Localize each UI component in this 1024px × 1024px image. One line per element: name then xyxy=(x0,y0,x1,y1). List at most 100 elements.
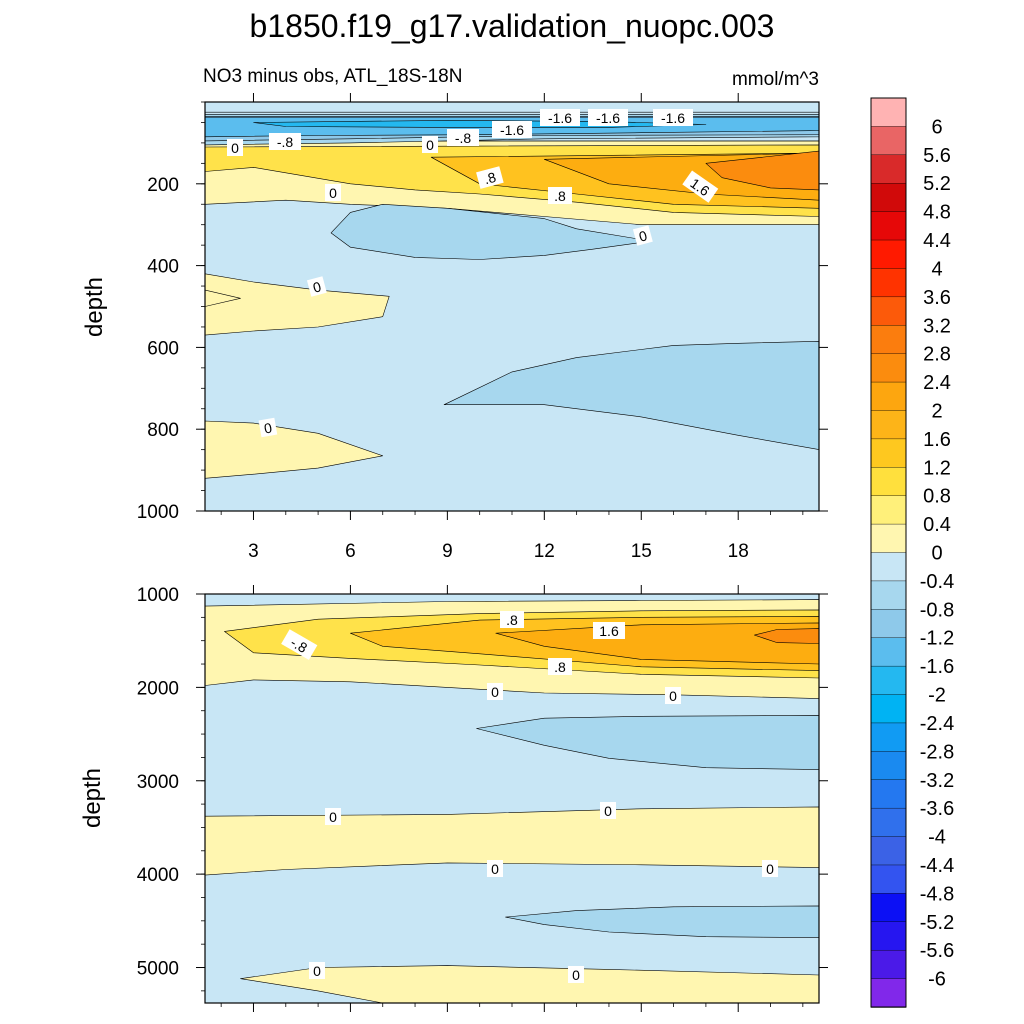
lower-contour-label-9: 0 xyxy=(762,860,778,877)
upper-y-axis-label: depth xyxy=(81,277,108,337)
lower-contour-label-1: -.8 xyxy=(281,629,318,660)
colorbar-level-label: -2.8 xyxy=(920,741,954,763)
colorbar-level-label: -4.8 xyxy=(920,883,954,905)
lower-contour-label-3: .8 xyxy=(548,658,572,675)
upper-contour-label-text: -1.6 xyxy=(548,110,572,126)
colorbar-level-label: 4 xyxy=(931,258,942,280)
upper-contour-label-12: 0 xyxy=(632,225,653,246)
colorbar-swatch xyxy=(870,211,907,241)
colorbar-swatch xyxy=(870,438,907,468)
colorbar-level-label: 4.8 xyxy=(923,202,951,224)
lower-contour-label-0: .8 xyxy=(500,611,524,628)
colorbar-swatch xyxy=(870,523,907,554)
colorbar-level-label: -4 xyxy=(928,827,946,849)
upper-contour-label-1: -.8 xyxy=(269,133,301,150)
lower-contour-label-text: 0 xyxy=(313,963,321,979)
colorbar-swatch xyxy=(870,751,907,781)
colorbar-swatch xyxy=(870,779,907,809)
lower-contour-label-4: 0 xyxy=(487,683,503,700)
colorbar-swatch xyxy=(870,467,907,497)
upper-contour-label-text: .8 xyxy=(554,188,566,204)
lower-y-axis-label: depth xyxy=(79,768,106,828)
colorbar-level-label: 1.6 xyxy=(923,429,951,451)
colorbar-swatch xyxy=(870,268,907,298)
colorbar-level-label: 5.2 xyxy=(923,173,951,195)
lower-contour-label-11: 0 xyxy=(568,966,584,983)
colorbar-swatch xyxy=(870,609,907,639)
colorbar-swatch xyxy=(870,495,907,525)
colorbar-level-label: 0.4 xyxy=(923,514,951,536)
upper-contour-label-text: .8 xyxy=(482,169,498,188)
colorbar-level-label: 0.8 xyxy=(923,486,951,508)
colorbar-level-label: -3.2 xyxy=(920,770,954,792)
colorbar-level-label: 2 xyxy=(931,401,942,423)
colorbar-swatch xyxy=(870,381,907,412)
lower-contour-label-text: -.8 xyxy=(288,634,310,656)
upper-contour-label-13: 0 xyxy=(306,276,327,297)
upper-contour-label-text: 0 xyxy=(329,185,337,201)
upper-contour-region-5 xyxy=(205,273,390,336)
upper-x-tick-label: 15 xyxy=(631,541,652,562)
colorbar-swatch xyxy=(870,722,907,753)
upper-contour-label-2: 0 xyxy=(422,136,438,153)
lower-contour-label-10: 0 xyxy=(309,962,325,979)
upper-y-tick-label: 800 xyxy=(147,420,179,441)
colorbar-level-label: -4.4 xyxy=(920,855,954,877)
upper-contour-label-7: -1.6 xyxy=(653,109,693,126)
upper-contour-label-text: -1.6 xyxy=(661,110,685,126)
lower-contour-label-text: .8 xyxy=(506,612,518,628)
figure-title: b1850.f19_g17.validation_nuopc.003 xyxy=(250,8,775,44)
upper-contour-label-11: 0 xyxy=(325,184,341,201)
upper-x-tick-label: 9 xyxy=(442,541,453,562)
colorbar-level-label: -1.6 xyxy=(920,656,954,678)
upper-contour-label-6: -1.6 xyxy=(588,109,628,126)
colorbar-level-label: 3.6 xyxy=(923,287,951,309)
upper-x-tick-label: 6 xyxy=(345,541,356,562)
colorbar-level-label: 2.4 xyxy=(923,372,951,394)
colorbar-swatch xyxy=(870,239,907,270)
colorbar-swatch xyxy=(870,296,907,326)
upper-contour-label-9: .8 xyxy=(548,187,572,204)
colorbar-swatch xyxy=(870,836,907,866)
lower-y-tick-label: 2000 xyxy=(137,678,179,699)
colorbar-frame xyxy=(870,97,907,1008)
panel-subtitle: NO3 minus obs, ATL_18S-18N xyxy=(203,66,462,87)
colorbar-swatch xyxy=(870,893,907,923)
colorbar-level-label: 5.6 xyxy=(923,145,951,167)
upper-contour-label-text: 0 xyxy=(637,227,649,245)
colorbar-swatch xyxy=(870,410,907,440)
colorbar-level-label: -5.2 xyxy=(920,912,954,934)
upper-y-tick-label: 600 xyxy=(147,338,179,359)
upper-contour-label-3: -.8 xyxy=(447,129,479,146)
lower-contour-region-5 xyxy=(205,806,819,876)
upper-contour-region-7 xyxy=(205,289,241,307)
lower-contour-label-text: 0 xyxy=(669,688,677,704)
colorbar-swatch xyxy=(870,97,907,128)
upper-contour-label-4: -1.6 xyxy=(492,121,532,138)
colorbar-level-label: 0 xyxy=(931,543,942,565)
colorbar-swatch xyxy=(870,154,907,184)
colorbar-swatch xyxy=(870,864,907,895)
lower-contour-label-text: 0 xyxy=(491,861,499,877)
upper-y-tick-label: 200 xyxy=(147,175,179,196)
lower-contour-region-6 xyxy=(240,965,819,1003)
colorbar-level-label: -5.6 xyxy=(920,940,954,962)
upper-x-tick-label: 3 xyxy=(248,541,259,562)
lower-contour-labels: .8 -.8 1.6 .8 0 0 0 0 0 0 0 0 xyxy=(281,611,778,983)
lower-axis-ticks: 1000 2000 3000 4000 5000 xyxy=(137,585,828,1012)
lower-contour-label-text: .8 xyxy=(554,659,566,675)
lower-y-tick-label: 3000 xyxy=(137,772,179,793)
colorbar-level-label: -2.4 xyxy=(920,713,954,735)
upper-y-tick-label: 400 xyxy=(147,257,179,278)
colorbar-swatch xyxy=(870,637,907,667)
lower-y-tick-label: 5000 xyxy=(137,959,179,980)
lower-contour-region-4 xyxy=(754,628,819,644)
upper-contour-label-text: -.8 xyxy=(277,134,294,150)
colorbar-swatch xyxy=(870,126,907,156)
colorbar-swatch xyxy=(870,580,907,611)
lower-contour-label-text: 0 xyxy=(766,861,774,877)
colorbar-level-label: -0.4 xyxy=(920,571,954,593)
upper-contour-label-text: 0 xyxy=(263,419,274,436)
